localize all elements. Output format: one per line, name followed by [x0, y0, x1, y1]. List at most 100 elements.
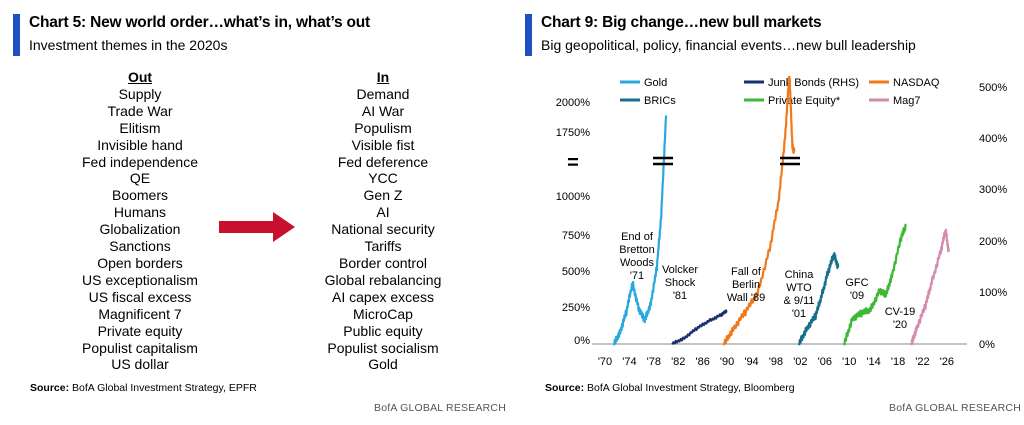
out-item: US fiscal excess: [88, 288, 192, 305]
right-arrow-icon: [219, 212, 295, 242]
in-item: Global rebalancing: [324, 271, 442, 288]
in-item: Fed deference: [337, 153, 429, 170]
legend-label: Mag7: [893, 95, 921, 107]
chart9-plot: '70 '74 '78 '82 '86 '90 '94 '98 '02 '06 '10 '14 '18 '…: [556, 75, 1007, 368]
event-annotation: Woods: [620, 257, 655, 269]
event-annotation: '09: [850, 290, 864, 302]
series-line-mag7: [910, 228, 950, 346]
y-right-tick-label: 0%: [979, 339, 995, 351]
in-item: Demand: [356, 85, 410, 102]
x-tick-label: '22: [915, 356, 929, 368]
series-line-gold: [613, 115, 668, 346]
title-accent-bar: [525, 14, 532, 56]
series-line-nasdaq: [723, 75, 796, 346]
event-annotation: Shock: [665, 277, 696, 289]
in-item: Visible fist: [351, 136, 415, 153]
in-item: Tariffs: [364, 238, 402, 255]
out-item: Supply: [118, 85, 162, 102]
out-item: Globalization: [99, 221, 181, 238]
x-tick-label: '90: [720, 356, 734, 368]
x-tick-label: '82: [671, 356, 685, 368]
y-right-tick-label: 300%: [979, 184, 1007, 196]
out-item: Invisible hand: [97, 136, 183, 153]
chart9-panel: Chart 9: Big change…new bull markets Big…: [512, 0, 1024, 425]
x-tick-label: '10: [842, 356, 856, 368]
out-list: Supply Trade War Elitism Invisible hand Fed …: [40, 86, 240, 373]
y-left-tick-label: 250%: [562, 302, 590, 314]
x-tick-label: '02: [793, 356, 807, 368]
legend-label: Private Equity*: [768, 95, 841, 107]
legend-label: Gold: [644, 77, 667, 89]
x-tick-label: '98: [769, 356, 783, 368]
in-item: Populist socialism: [327, 339, 439, 356]
in-item: Gold: [368, 356, 398, 373]
chart9-brand: BofA GLOBAL RESEARCH: [889, 402, 1021, 414]
source-label: Source:: [30, 382, 70, 394]
chart9-subtitle: Big geopolitical, policy, financial even…: [541, 37, 916, 53]
event-annotation: & 9/11: [784, 295, 815, 307]
in-column: In Demand AI War Populism Visible fist Fed d…: [283, 69, 483, 373]
y-left-tick-label: 500%: [562, 266, 590, 278]
source-label: Source:: [545, 382, 585, 394]
event-annotation: '20: [893, 319, 907, 331]
event-annotation: '01: [792, 308, 806, 320]
series-line-junk-bonds-rhs-: [671, 309, 728, 346]
chart5-subtitle: Investment themes in the 2020s: [29, 37, 228, 53]
chart5-brand: BofA GLOBAL RESEARCH: [374, 402, 506, 414]
x-tick-label: '70: [598, 356, 612, 368]
chart5-title: Chart 5: New world order…what’s in, what…: [29, 14, 371, 31]
y-left-tick-label: 750%: [562, 230, 590, 242]
x-tick-label: '26: [940, 356, 954, 368]
event-annotation: '81: [673, 290, 687, 302]
in-item: AI capex excess: [332, 288, 434, 305]
in-item: Populism: [354, 119, 412, 136]
y-right-tick-label: 200%: [979, 236, 1007, 248]
out-item: Elitism: [119, 119, 161, 136]
x-tick-label: '18: [891, 356, 905, 368]
out-header: Out: [127, 69, 153, 85]
y-left-tick-label: 2000%: [556, 97, 590, 109]
y-right-tick-label: 100%: [979, 287, 1007, 299]
in-item: AI War: [361, 102, 405, 119]
in-item: MicroCap: [353, 305, 413, 322]
out-item: Humans: [113, 204, 167, 221]
in-item: Gen Z: [363, 187, 403, 204]
series-line-private-equity-: [843, 223, 907, 346]
out-item: Private equity: [97, 322, 183, 339]
y-left-tick-label: 0%: [574, 335, 590, 347]
event-annotation: CV-19: [885, 306, 916, 318]
legend-label: Junk Bonds (RHS): [768, 77, 859, 89]
in-header: In: [376, 69, 390, 85]
in-item: YCC: [368, 170, 398, 187]
out-item: US exceptionalism: [82, 271, 198, 288]
event-annotation: Wall '89: [727, 292, 765, 304]
x-tick-label: '78: [647, 356, 661, 368]
source-text: BofA Global Investment Strategy, EPFR: [69, 382, 257, 394]
out-item: Open borders: [97, 254, 183, 271]
y-left-tick-label: 1750%: [556, 127, 590, 139]
out-item: QE: [129, 170, 151, 187]
x-tick-label: '06: [818, 356, 832, 368]
legend-label: NASDAQ: [893, 77, 940, 89]
axis-break-symbol: =: [567, 152, 579, 174]
x-tick-label: '94: [744, 356, 758, 368]
in-item: Border control: [339, 254, 427, 271]
y-right-tick-label: 500%: [979, 82, 1007, 94]
event-annotation: Volcker: [662, 264, 698, 276]
event-annotation: Berlin: [732, 279, 760, 291]
event-annotation: GFC: [845, 277, 868, 289]
series-line-brics: [798, 252, 840, 346]
x-tick-label: '74: [622, 356, 636, 368]
event-annotation: China: [785, 269, 815, 281]
in-list: Demand AI War Populism Visible fist Fed defe…: [283, 86, 483, 373]
legend-label: BRICs: [644, 95, 676, 107]
chart9-source: Source: BofA Global Investment Strategy,…: [545, 382, 795, 394]
out-item: Boomers: [111, 187, 169, 204]
out-item: Populist capitalism: [82, 339, 198, 356]
out-item: Trade War: [107, 102, 173, 119]
chart5-panel: Chart 5: New world order…what’s in, what…: [13, 14, 506, 414]
out-item: Magnificent 7: [98, 305, 182, 322]
event-annotation: Fall of: [731, 266, 762, 278]
x-tick-label: '86: [696, 356, 710, 368]
in-item: National security: [331, 221, 435, 238]
